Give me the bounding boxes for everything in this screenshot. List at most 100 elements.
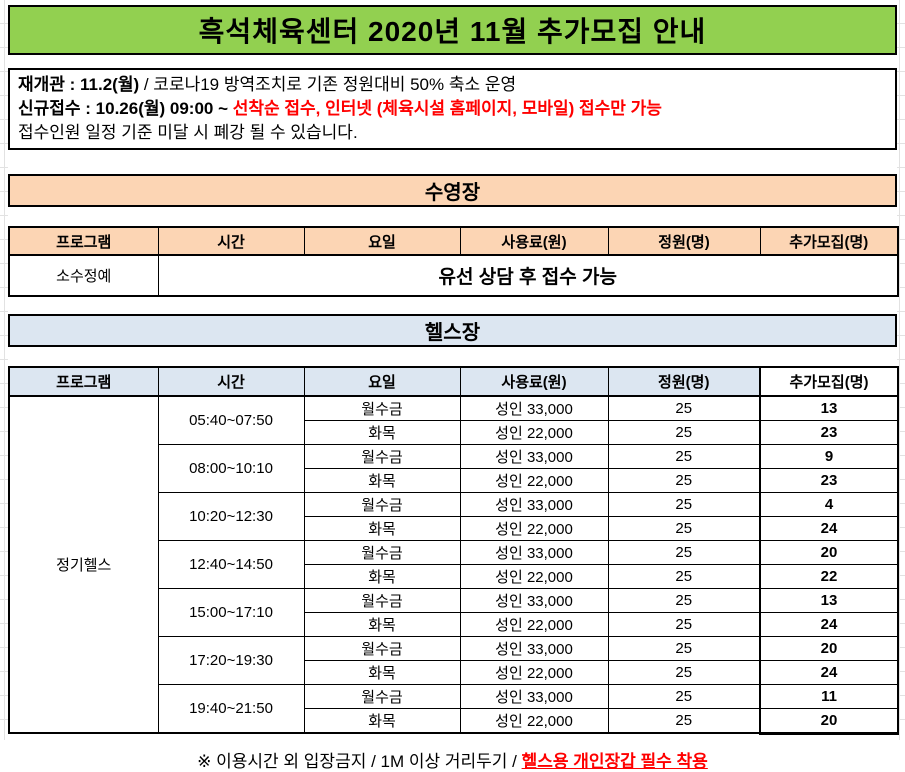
gym-table-row: 화목 성인 22,000 25 24 <box>9 660 899 685</box>
gym-capacity-cell: 25 <box>607 636 761 661</box>
gym-table-row: 19:40~21:50 월수금 성인 33,000 25 11 <box>9 684 899 734</box>
gym-fee-cell: 성인 33,000 <box>459 588 609 613</box>
footer-rules-text: ※ 이용시간 외 입장금지 / 1M 이상 거리두기 / <box>197 751 522 771</box>
margin-gridlines-left <box>0 0 8 740</box>
gym-fee-cell: 성인 33,000 <box>459 636 609 661</box>
gym-fee-cell: 성인 33,000 <box>459 540 609 565</box>
gym-days-cell: 월수금 <box>303 444 461 469</box>
gym-days-cell: 월수금 <box>303 636 461 661</box>
gym-table-row: 화목 성인 22,000 25 23 <box>9 468 899 493</box>
gym-capacity-cell: 25 <box>607 395 761 421</box>
gym-header-days: 요일 <box>303 366 461 397</box>
gym-program-cell: 정기헬스 <box>8 395 159 734</box>
gym-days-cell: 월수금 <box>303 492 461 517</box>
gym-days-cell: 화목 <box>303 612 461 637</box>
gym-days-cell: 화목 <box>303 660 461 685</box>
gym-fee-cell: 성인 33,000 <box>459 684 609 709</box>
section-header-swimming-pool: 수영장 <box>8 174 897 207</box>
gym-days-cell: 화목 <box>303 708 461 734</box>
gym-extra-cell: 4 <box>759 492 899 517</box>
cancellation-text: 접수인원 일정 기준 미달 시 폐강 될 수 있습니다. <box>18 123 358 142</box>
gym-extra-cell: 11 <box>759 684 899 709</box>
page-title: 흑석체육센터 2020년 11월 추가모집 안내 <box>8 5 897 55</box>
gym-extra-cell: 13 <box>759 588 899 613</box>
notice-line-reopen: 재개관 : 11.2(월) / 코로나19 방역조치로 기존 정원대비 50% … <box>18 73 887 97</box>
gym-capacity-cell: 25 <box>607 516 761 541</box>
gym-days-cell: 화목 <box>303 468 461 493</box>
gym-days-cell: 월수금 <box>303 540 461 565</box>
gym-capacity-cell: 25 <box>607 612 761 637</box>
gym-extra-cell: 22 <box>759 564 899 589</box>
gym-fee-cell: 성인 22,000 <box>459 516 609 541</box>
gym-capacity-cell: 25 <box>607 708 761 734</box>
swim-header-time: 시간 <box>157 226 305 256</box>
swim-program-cell: 소수정예 <box>8 254 159 297</box>
footer-gloves-text: 헬스용 개인장갑 필수 착용 <box>521 751 708 771</box>
gym-extra-cell: 13 <box>759 395 899 421</box>
gym-time-cell: 19:40~21:50 <box>157 684 305 734</box>
gym-capacity-cell: 25 <box>607 564 761 589</box>
notice-line-registration: 신규접수 : 10.26(월) 09:00 ~ 선착순 접수, 인터넷 (체육시… <box>18 97 887 121</box>
reopen-label: 재개관 : 11.2(월) <box>18 75 140 94</box>
gym-extra-cell: 24 <box>759 612 899 637</box>
gym-section-title: 헬스장 <box>424 322 481 344</box>
gym-extra-cell: 24 <box>759 660 899 685</box>
gym-capacity-cell: 25 <box>607 492 761 517</box>
gym-table-row: 15:00~17:10 월수금 성인 33,000 25 13 <box>9 588 899 637</box>
gym-table-row: 정기헬스 05:40~07:50 월수금 성인 33,000 25 13 <box>8 395 899 734</box>
gym-table-row: 17:20~19:30 월수금 성인 33,000 25 20 <box>9 636 899 685</box>
gym-days-cell: 월수금 <box>303 684 461 709</box>
gym-days-cell: 화목 <box>303 420 461 445</box>
gym-extra-cell: 23 <box>759 468 899 493</box>
gym-capacity-cell: 25 <box>607 468 761 493</box>
gym-header-extra: 추가모집(명) <box>759 366 899 397</box>
gym-fee-cell: 성인 33,000 <box>459 492 609 517</box>
footer-note: ※ 이용시간 외 입장금지 / 1M 이상 거리두기 / 헬스용 개인장갑 필수… <box>8 747 897 772</box>
gym-extra-cell: 20 <box>759 636 899 661</box>
swim-section-title: 수영장 <box>424 182 481 204</box>
gym-fee-cell: 성인 22,000 <box>459 660 609 685</box>
gym-table-row: 08:00~10:10 월수금 성인 33,000 25 9 <box>9 444 899 493</box>
notice-line-cancellation: 접수인원 일정 기준 미달 시 폐강 될 수 있습니다. <box>18 121 887 145</box>
gym-fee-cell: 성인 33,000 <box>459 395 609 421</box>
gym-fee-cell: 성인 22,000 <box>459 564 609 589</box>
section-header-gym: 헬스장 <box>8 314 897 347</box>
page-title-text: 흑석체육센터 2020년 11월 추가모집 안내 <box>198 16 707 47</box>
gym-header-capacity: 정원(명) <box>607 366 761 397</box>
gym-time-cell: 10:20~12:30 <box>157 492 305 541</box>
gym-capacity-cell: 25 <box>607 540 761 565</box>
gym-time-cell: 05:40~07:50 <box>157 395 305 445</box>
gym-days-cell: 월수금 <box>303 588 461 613</box>
gym-fee-cell: 성인 22,000 <box>459 420 609 445</box>
gym-table-header-row: 프로그램 시간 요일 사용료(원) 정원(명) 추가모집(명) <box>8 366 899 397</box>
reopen-detail: / 코로나19 방역조치로 기존 정원대비 50% 축소 운영 <box>139 75 517 94</box>
registration-detail-red: 선착순 접수, 인터넷 (체육시설 홈페이지, 모바일) 접수만 가능 <box>232 99 662 118</box>
gym-table-row: 화목 성인 22,000 25 24 <box>9 516 899 541</box>
gym-table-row: 화목 성인 22,000 25 22 <box>9 564 899 589</box>
gym-capacity-cell: 25 <box>607 420 761 445</box>
gym-header-program: 프로그램 <box>8 366 159 397</box>
gym-capacity-cell: 25 <box>607 588 761 613</box>
gym-header-time: 시간 <box>157 366 305 397</box>
margin-gridline-vertical-right <box>899 0 900 740</box>
swim-note-cell: 유선 상담 후 접수 가능 <box>157 254 899 297</box>
registration-label: 신규접수 : 10.26(월) 09:00 ~ <box>18 99 233 118</box>
gym-extra-cell: 24 <box>759 516 899 541</box>
gym-table-row: 10:20~12:30 월수금 성인 33,000 25 4 <box>9 492 899 541</box>
gym-time-cell: 15:00~17:10 <box>157 588 305 637</box>
margin-gridline-vertical-left <box>4 0 5 740</box>
gym-table: 프로그램 시간 요일 사용료(원) 정원(명) 추가모집(명) 정기헬스 05:4… <box>8 366 899 735</box>
gym-table-row: 화목 성인 22,000 25 23 <box>9 420 899 445</box>
swim-header-fee: 사용료(원) <box>459 226 609 256</box>
gym-days-cell: 화목 <box>303 564 461 589</box>
gym-fee-cell: 성인 22,000 <box>459 612 609 637</box>
notice-box: 재개관 : 11.2(월) / 코로나19 방역조치로 기존 정원대비 50% … <box>8 68 897 150</box>
gym-fee-cell: 성인 33,000 <box>459 444 609 469</box>
gym-days-cell: 화목 <box>303 516 461 541</box>
gym-days-cell: 월수금 <box>303 395 461 421</box>
gym-table-row: 화목 성인 22,000 25 20 <box>9 708 899 735</box>
gym-extra-cell: 9 <box>759 444 899 469</box>
swim-header-extra: 추가모집(명) <box>759 226 899 256</box>
gym-fee-cell: 성인 22,000 <box>459 708 609 734</box>
swim-header-days: 요일 <box>303 226 461 256</box>
